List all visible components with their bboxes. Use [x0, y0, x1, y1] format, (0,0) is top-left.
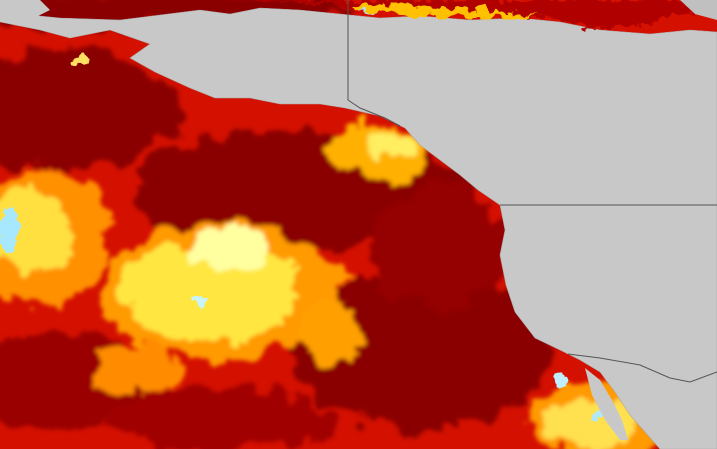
- us-mexico-border: [567, 353, 717, 383]
- land: [0, 7, 717, 449]
- borders: [347, 0, 717, 383]
- anomaly-field: [0, 0, 670, 449]
- land-peninsula: [150, 40, 260, 70]
- arctic-sea: [220, 0, 717, 30]
- baja-peninsula: [585, 368, 628, 440]
- arctic-warm: [350, 4, 540, 18]
- land-greenland-edge: [680, 0, 717, 20]
- land-siberia: [0, 0, 50, 22]
- alaska-canada-border: [347, 0, 401, 127]
